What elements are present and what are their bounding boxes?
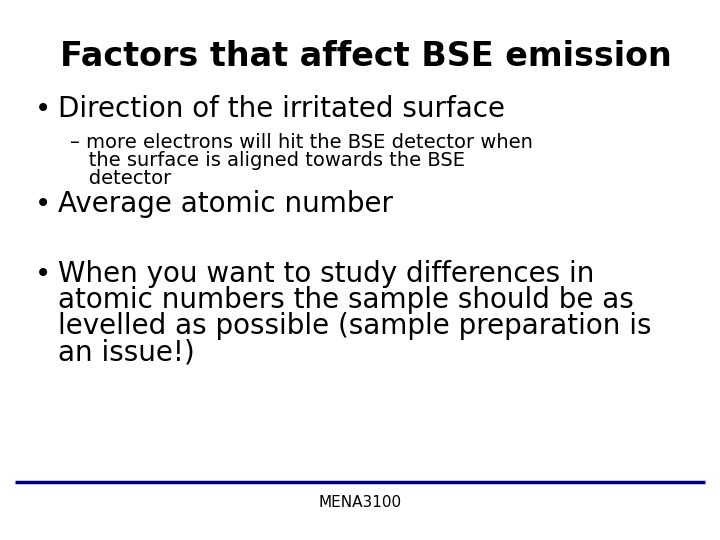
Text: •: •	[35, 95, 51, 123]
Text: •: •	[35, 190, 51, 218]
Text: atomic numbers the sample should be as: atomic numbers the sample should be as	[58, 286, 634, 314]
Text: – more electrons will hit the BSE detector when: – more electrons will hit the BSE detect…	[70, 133, 533, 152]
Text: levelled as possible (sample preparation is: levelled as possible (sample preparation…	[58, 312, 652, 340]
Text: Factors that affect BSE emission: Factors that affect BSE emission	[60, 40, 672, 73]
Text: the surface is aligned towards the BSE: the surface is aligned towards the BSE	[70, 151, 465, 170]
Text: an issue!): an issue!)	[58, 338, 194, 366]
Text: Direction of the irritated surface: Direction of the irritated surface	[58, 95, 505, 123]
Text: detector: detector	[70, 169, 171, 188]
Text: •: •	[35, 260, 51, 288]
Text: Average atomic number: Average atomic number	[58, 190, 393, 218]
Text: When you want to study differences in: When you want to study differences in	[58, 260, 595, 288]
Text: MENA3100: MENA3100	[318, 495, 402, 510]
